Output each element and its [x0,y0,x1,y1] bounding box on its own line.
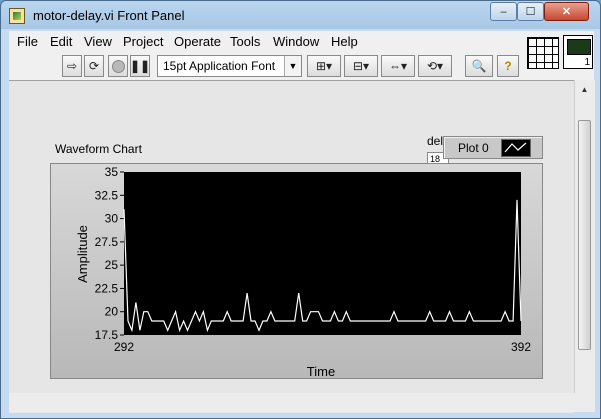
x-tick-label: 292 [114,340,134,354]
menu-bar: File Edit View Project Operate Tools Win… [9,31,521,53]
menu-window[interactable]: Window [273,34,320,49]
pause-icon[interactable]: ❚❚ [130,55,150,77]
y-tick-label: 30 [105,212,119,226]
menu-edit[interactable]: Edit [50,34,73,49]
labview-app-icon[interactable] [9,8,25,24]
connector-area: 1 [521,31,594,80]
plot-legend[interactable]: Plot 0 [443,136,543,159]
close-button[interactable]: ✕ [544,2,589,21]
y-tick-label: 17.5 [95,328,119,342]
minimize-button[interactable]: – [490,2,517,21]
window-title: motor-delay.vi Front Panel [33,8,185,23]
y-tick-label: 20 [105,305,119,319]
legend-line-graphic [504,142,527,153]
plot-area[interactable] [124,172,521,335]
legend-line-icon [501,139,531,157]
menu-operate[interactable]: Operate [174,34,221,49]
y-tick-label: 32.5 [95,188,119,202]
x-axis-label: Time [307,364,335,379]
chart-caption: Waveform Chart [55,142,142,156]
y-axis: 17.5 20 22.5 25 27.5 30 32.5 35 [95,165,124,342]
toolbar: ⇨ ⟳ ❚❚ 15pt Application Font ▼ ⊞▾ ⊟▾ ⇔▾ … [9,53,521,80]
client-area: File Edit View Project Operate Tools Win… [9,31,595,413]
series-line-plot-0 [123,199,522,333]
resize-objects-icon[interactable]: ⇔▾ [381,55,415,77]
scroll-thumb[interactable] [578,120,591,350]
vi-icon[interactable]: 1 [563,35,593,69]
x-tick-label: 392 [511,340,531,354]
run-continuously-icon[interactable]: ⟳ [84,55,104,77]
chart-svg: 17.5 20 22.5 25 27.5 30 32.5 35 292 392 Amplitud… [75,165,531,379]
title-bar[interactable]: motor-delay.vi Front Panel – ☐ ✕ [1,1,600,31]
distribute-objects-icon[interactable]: ⊟▾ [344,55,378,77]
font-select-value: 15pt Application Font [163,59,276,73]
align-objects-icon[interactable]: ⊞▾ [307,55,341,77]
font-select[interactable]: 15pt Application Font ▼ [157,55,302,77]
menu-tools[interactable]: Tools [230,34,261,49]
abort-icon[interactable] [108,55,128,77]
scroll-up-icon[interactable]: ▲ [580,85,589,94]
horizontal-scrollbar[interactable] [9,393,594,412]
vi-icon-number: 1 [584,57,590,68]
delay-label: del [427,134,444,148]
menu-project[interactable]: Project [123,34,164,49]
connector-pane-icon[interactable] [527,37,559,69]
y-tick-label: 27.5 [95,235,119,249]
y-axis-label: Amplitude [75,225,90,283]
search-icon[interactable]: 🔍 [465,55,493,77]
y-tick-label: 22.5 [95,281,119,295]
y-tick-label: 35 [105,165,119,179]
menu-view[interactable]: View [84,34,112,49]
front-panel: Waveform Chart del 18 Plot 0 17.5 20 22.5 2… [9,80,574,413]
vertical-scrollbar[interactable]: ▲ ▼ [574,80,595,412]
menu-file[interactable]: File [17,34,38,49]
run-arrow-icon[interactable]: ⇨ [62,55,82,77]
legend-plot-name: Plot 0 [458,141,489,155]
chevron-down-icon: ▼ [284,56,301,76]
maximize-button[interactable]: ☐ [517,2,544,21]
reorder-icon[interactable]: ⟲▾ [418,55,452,77]
vi-icon-graphic [567,39,591,55]
x-axis: 292 392 [114,340,531,354]
context-help-icon[interactable]: ? [497,55,519,77]
y-tick-label: 25 [105,258,119,272]
menu-help[interactable]: Help [331,34,358,49]
waveform-chart[interactable]: 17.5 20 22.5 25 27.5 30 32.5 35 292 392 Amplitud… [50,163,543,379]
